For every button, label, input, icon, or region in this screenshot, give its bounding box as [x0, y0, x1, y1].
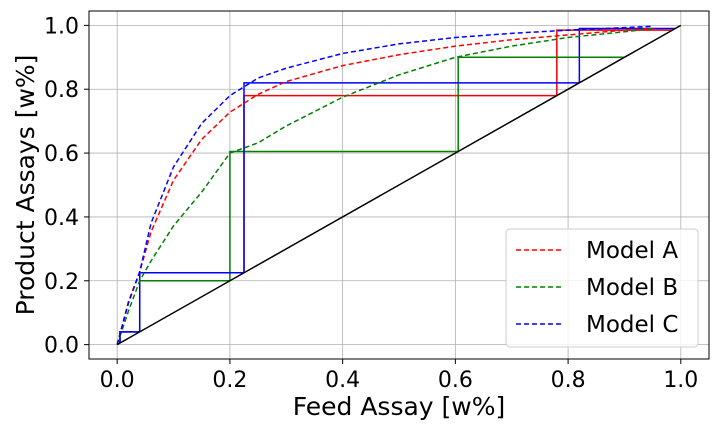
legend: Model A Model B Model C [505, 228, 699, 348]
y-tick-label: 0.0 [44, 334, 79, 359]
y-tick-label: 0.8 [44, 78, 79, 103]
y-axis-title: Product Assays [w%] [11, 55, 40, 316]
legend-label-model-a: Model A [586, 238, 678, 264]
legend-box [505, 228, 699, 348]
curve-model-a [116, 27, 653, 345]
legend-label-model-b: Model B [586, 275, 678, 301]
x-axis-title: Feed Assay [w%] [293, 392, 506, 421]
diagonal-layer [116, 24, 682, 346]
x-tick-label: 1.0 [663, 368, 698, 393]
equilibrium-curves [116, 25, 653, 345]
y-tick-label: 0.6 [44, 142, 79, 167]
x-tick-label: 0.8 [551, 368, 586, 393]
curve-model-b [116, 27, 653, 345]
x-tick-label: 0.6 [438, 368, 473, 393]
ticks: 0.0 0.2 0.4 0.6 0.8 1.0 0.0 0.2 0.4 0.6 0.8 1.0 [44, 14, 698, 393]
plot-frame [88, 10, 710, 360]
grid [89, 11, 709, 359]
diagonal-line [116, 24, 682, 346]
x-tick-label: 0.4 [325, 368, 360, 393]
y-tick-label: 0.4 [44, 206, 79, 231]
y-tick-label: 1.0 [44, 14, 79, 39]
y-tick-label: 0.2 [44, 270, 79, 295]
legend-label-model-c: Model C [586, 312, 678, 338]
x-tick-label: 0.2 [212, 368, 247, 393]
x-tick-label: 0.0 [100, 368, 135, 393]
legend-items: Model A Model B Model C [516, 238, 678, 338]
